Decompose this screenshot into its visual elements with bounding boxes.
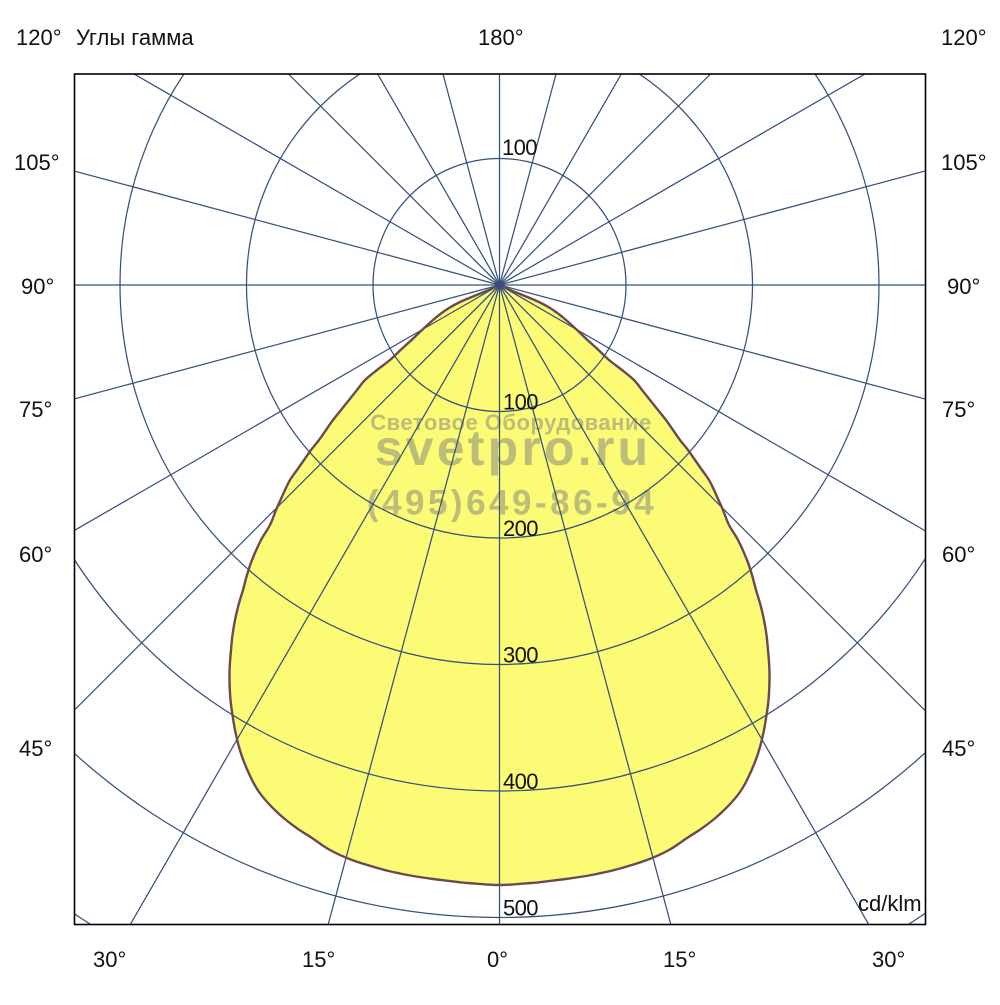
svg-text:cd/klm: cd/klm [858, 891, 922, 916]
svg-text:100: 100 [502, 135, 537, 160]
svg-text:300: 300 [503, 643, 538, 668]
svg-text:15°: 15° [302, 947, 335, 972]
svg-text:120°: 120° [941, 25, 987, 50]
svg-text:45°: 45° [942, 736, 975, 761]
svg-text:180°: 180° [478, 25, 524, 50]
svg-text:120°: 120° [16, 25, 62, 50]
svg-text:15°: 15° [663, 947, 696, 972]
svg-text:90°: 90° [21, 274, 54, 299]
svg-text:90°: 90° [947, 274, 980, 299]
svg-text:500: 500 [503, 896, 538, 921]
svg-text:200: 200 [503, 516, 538, 541]
svg-text:30°: 30° [872, 947, 905, 972]
svg-text:75°: 75° [942, 397, 975, 422]
svg-text:60°: 60° [942, 542, 975, 567]
svg-text:0°: 0° [487, 947, 508, 972]
svg-text:105°: 105° [14, 150, 60, 175]
svg-text:100: 100 [503, 390, 538, 415]
svg-text:Углы гамма: Углы гамма [76, 25, 194, 50]
svg-text:45°: 45° [19, 736, 52, 761]
svg-text:60°: 60° [19, 542, 52, 567]
svg-text:105°: 105° [941, 150, 987, 175]
svg-text:75°: 75° [19, 397, 52, 422]
svg-text:30°: 30° [93, 947, 126, 972]
svg-text:400: 400 [503, 769, 538, 794]
